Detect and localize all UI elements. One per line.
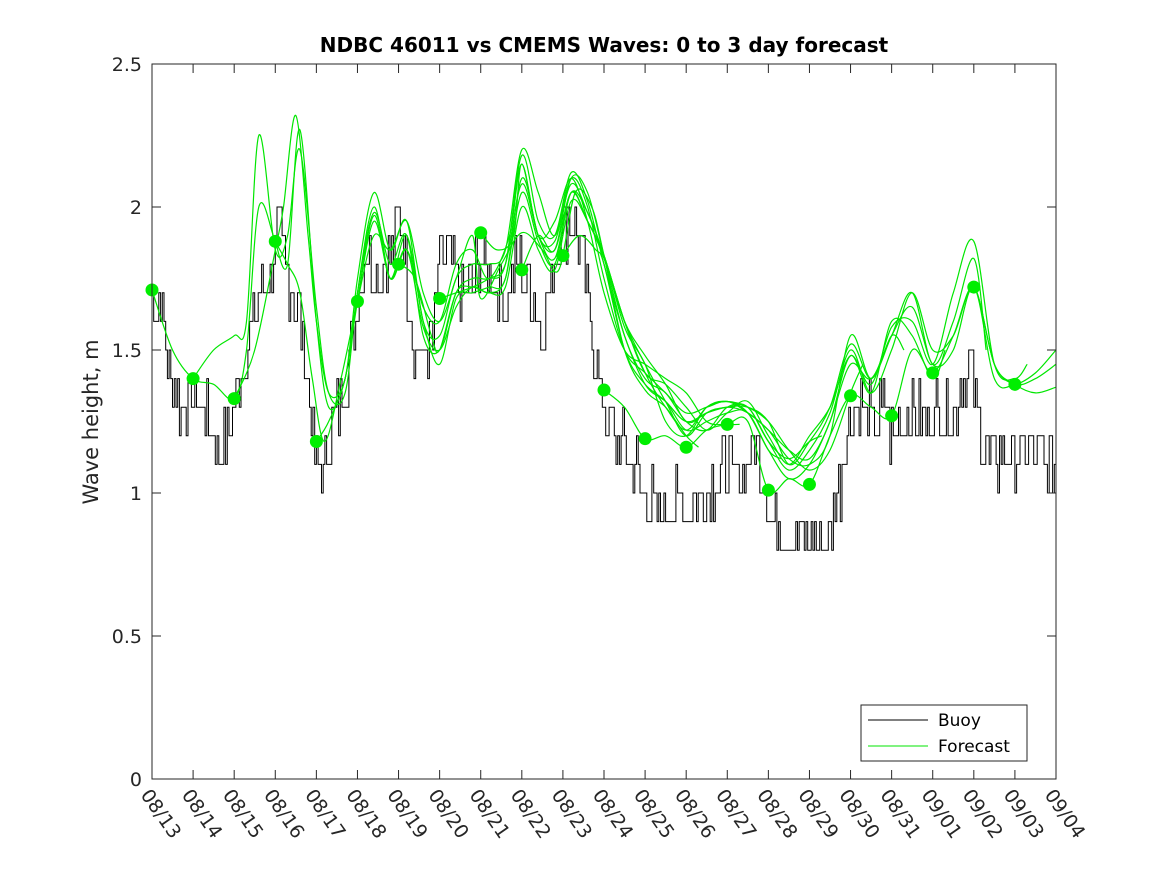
y-tick-label: 2 [130, 197, 142, 219]
forecast-marker [761, 483, 775, 497]
buoy-line [151, 206, 1056, 551]
forecast-marker [802, 477, 816, 491]
forecast-marker [597, 383, 611, 397]
forecast-marker [679, 440, 693, 454]
forecast-marker [309, 435, 323, 449]
y-tick-label: 0.5 [112, 626, 142, 648]
marker-group [145, 226, 1022, 497]
forecast-marker [433, 292, 447, 306]
y-axis: 0 0.5 1 1.5 2 2.5 [112, 54, 1056, 791]
forecast-marker [844, 389, 858, 403]
forecast-marker [515, 263, 529, 277]
forecast-marker [926, 366, 940, 380]
y-tick-label: 1 [130, 483, 142, 505]
buoy-series [151, 206, 1056, 551]
forecast-marker [1008, 377, 1022, 391]
legend-buoy-label: Buoy [938, 711, 981, 731]
axes-background [152, 64, 1056, 779]
forecast-line-0 [151, 188, 699, 448]
forecast-marker [186, 372, 200, 386]
forecast-marker [638, 432, 652, 446]
y-axis-label: Wave height, m [79, 339, 103, 504]
forecast-marker [720, 417, 734, 431]
forecast-marker [556, 249, 570, 263]
forecast-marker [967, 280, 981, 294]
forecast-marker [350, 294, 364, 308]
forecast-line-7 [439, 183, 987, 466]
legend-forecast-label: Forecast [938, 737, 1010, 757]
y-tick-label: 2.5 [112, 54, 142, 76]
plot-area [145, 63, 1057, 780]
forecast-line-8 [480, 163, 1028, 466]
forecast-marker [885, 409, 899, 423]
y-tick-label: 1.5 [112, 340, 142, 362]
chart-title: NDBC 46011 vs CMEMS Waves: 0 to 3 day fo… [320, 33, 889, 57]
legend: Buoy Forecast [860, 704, 1028, 762]
forecast-marker [268, 234, 282, 248]
legend-box [860, 704, 1028, 762]
forecast-marker [227, 392, 241, 406]
forecast-marker [474, 226, 488, 240]
forecast-marker [392, 257, 406, 271]
y-tick-label: 0 [130, 769, 142, 791]
